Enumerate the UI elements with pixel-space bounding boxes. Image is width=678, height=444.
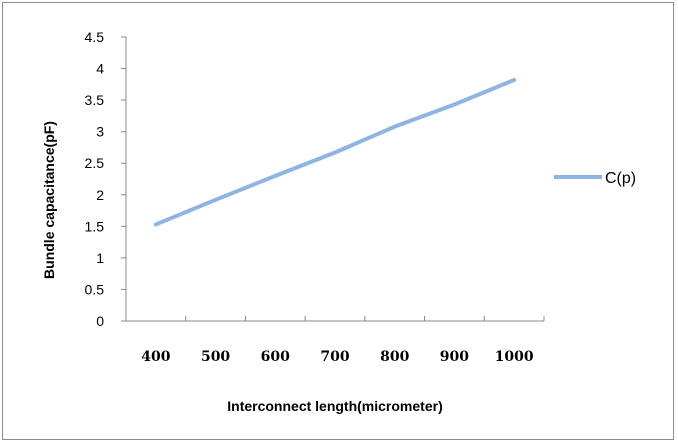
y-tick-label: 3 xyxy=(96,124,104,140)
y-tick-label: 2.5 xyxy=(85,155,105,171)
x-tick-label: 500 xyxy=(201,349,230,365)
y-tick-label: 3.5 xyxy=(85,92,105,108)
y-tick-labels: 0 0.5 1 1.5 2 2.5 3 3.5 4 4.5 xyxy=(85,29,105,329)
x-tick-label: 900 xyxy=(440,349,469,365)
x-tick-label: 800 xyxy=(380,349,409,365)
axes xyxy=(121,36,545,322)
x-tick-label: 600 xyxy=(261,349,290,365)
x-tick-label: 1000 xyxy=(495,349,534,365)
legend: C(p) xyxy=(554,170,636,187)
series-line xyxy=(153,77,517,227)
y-axis-title: Bundle capacitance(pF) xyxy=(41,121,57,279)
series-layer xyxy=(153,77,517,227)
chart-frame xyxy=(2,2,674,440)
x-tick-label: 700 xyxy=(320,349,349,365)
x-axis-title: Interconnect length(micrometer) xyxy=(227,398,442,414)
y-tick-label: 2 xyxy=(96,187,104,203)
x-tick-labels: 400 500 600 700 800 900 1000 xyxy=(141,349,534,365)
y-tick-label: 4 xyxy=(96,61,104,77)
y-tick-label: 0 xyxy=(96,313,104,329)
y-tick-label: 0.5 xyxy=(85,281,105,297)
y-tick-label: 1.5 xyxy=(85,218,105,234)
y-tick-label: 4.5 xyxy=(85,29,105,45)
legend-label: C(p) xyxy=(605,170,636,187)
x-tick-label: 400 xyxy=(141,349,170,365)
y-tick-label: 1 xyxy=(96,250,104,266)
